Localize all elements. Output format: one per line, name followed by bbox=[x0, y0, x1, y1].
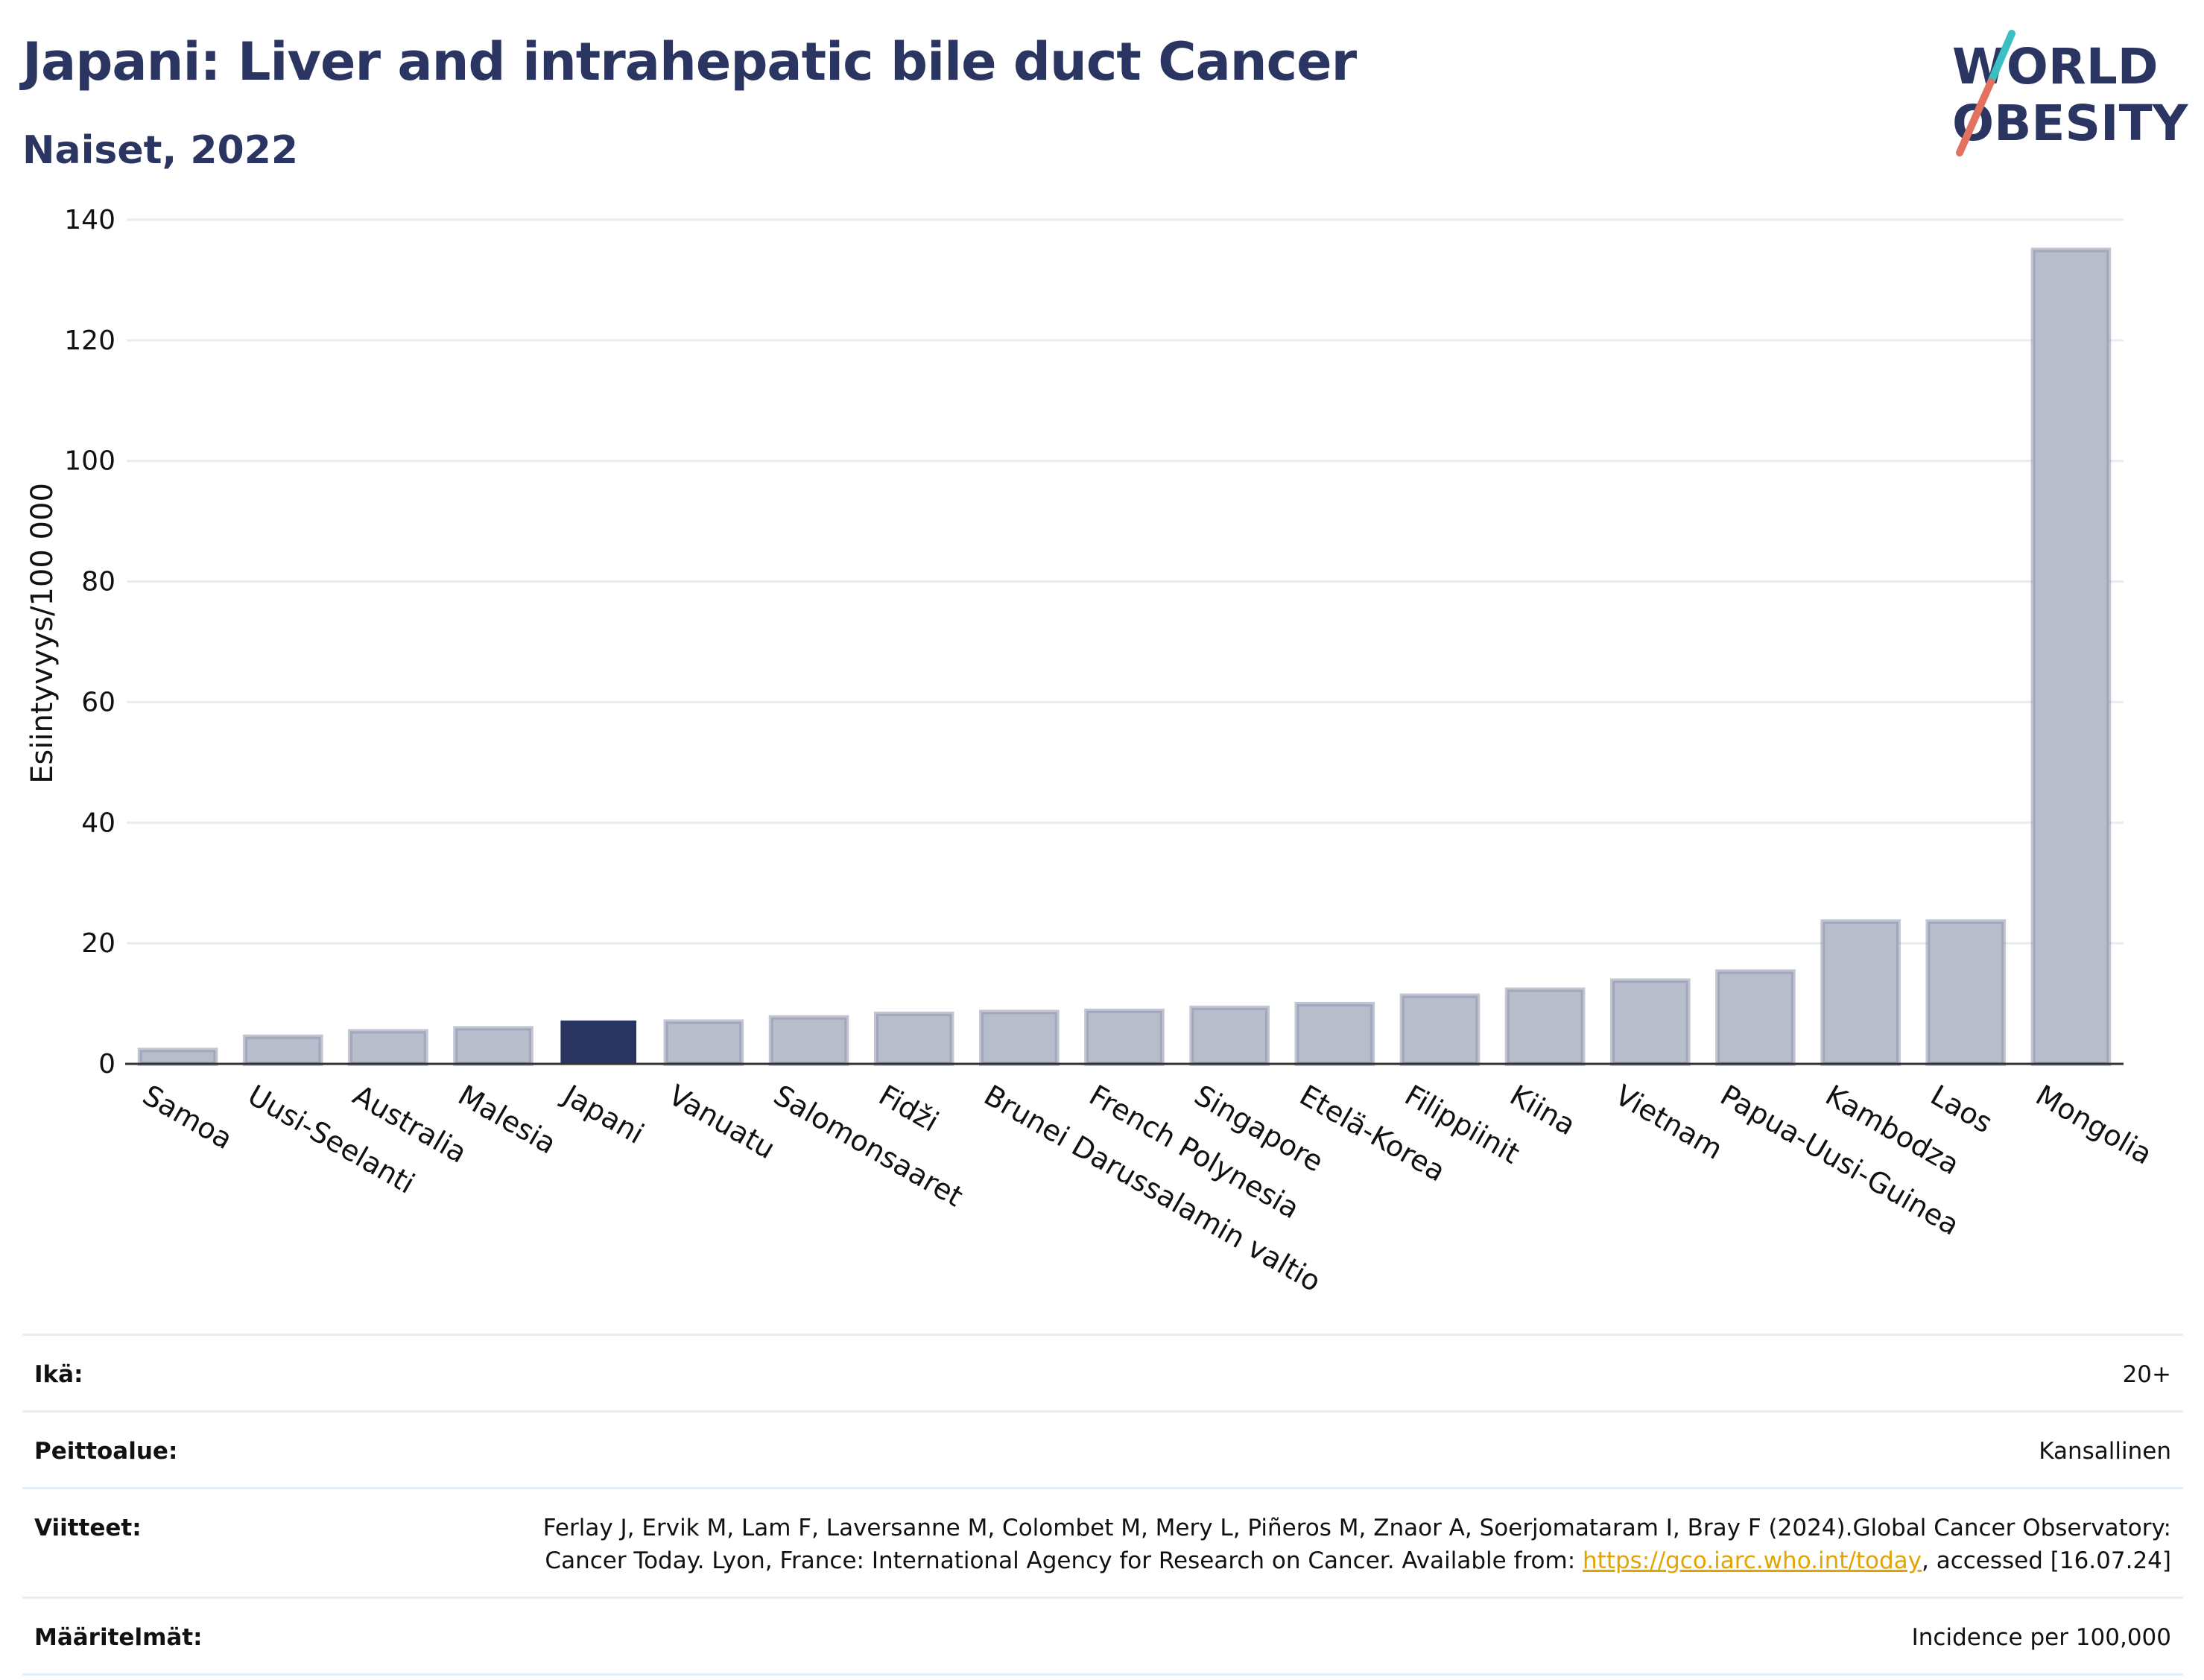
grid-lines bbox=[127, 218, 2124, 945]
x-tick-label: Vanuatu bbox=[663, 1079, 781, 1165]
y-tick-label: 140 bbox=[64, 205, 115, 235]
world-obesity-logo[interactable]: WORLD OBESITY bbox=[1937, 30, 2191, 156]
bar-etel-korea[interactable] bbox=[1294, 1001, 1375, 1067]
bar-brunei-darussalamin-valtio[interactable] bbox=[979, 1009, 1060, 1067]
bar-kambodza[interactable] bbox=[1820, 919, 1901, 1066]
x-tick-label: Kiina bbox=[1504, 1079, 1581, 1142]
definitions-label: Määritelmät: bbox=[34, 1624, 203, 1651]
chart-subtitle: Naiset, 2022 bbox=[22, 128, 299, 173]
bar-filippiinit[interactable] bbox=[1399, 993, 1481, 1066]
y-tick-label: 80 bbox=[81, 567, 115, 597]
bar-fid-i[interactable] bbox=[873, 1011, 954, 1067]
y-tick-label: 20 bbox=[81, 928, 115, 959]
y-tick-label: 40 bbox=[81, 808, 115, 838]
bar-vietnam[interactable] bbox=[1609, 978, 1691, 1067]
bar-singapore[interactable] bbox=[1189, 1005, 1270, 1067]
age-label: Ikä: bbox=[34, 1361, 83, 1388]
x-tick-label: Malesia bbox=[453, 1079, 562, 1161]
references-text2: , accessed [16.07.24] bbox=[1921, 1547, 2171, 1574]
bar-laos[interactable] bbox=[1925, 919, 2007, 1066]
x-tick-label: Samoa bbox=[137, 1079, 238, 1156]
x-tick-label: Vietnam bbox=[1609, 1079, 1728, 1166]
y-axis-ticks: 0 20 40 60 80 100 120 140 bbox=[64, 205, 115, 1080]
info-row-references: Viitteet: Ferlay J, Ervik M, Lam F, Lave… bbox=[22, 1487, 2183, 1597]
definitions-value: Incidence per 100,000 bbox=[1911, 1624, 2171, 1651]
bar-kiina[interactable] bbox=[1504, 987, 1586, 1067]
x-tick-label: Laos bbox=[1925, 1079, 1998, 1140]
x-tick-label: Salomonsaaret bbox=[768, 1079, 969, 1214]
bars bbox=[137, 247, 2112, 1067]
references-link[interactable]: https://gco.iarc.who.int/today bbox=[1583, 1547, 1922, 1574]
x-axis-labels: Samoa Uusi-SeelantiAustraliaMalesiaJapani… bbox=[137, 1078, 2158, 1299]
coverage-label: Peittoalue: bbox=[34, 1438, 178, 1465]
bar-mongolia[interactable] bbox=[2030, 247, 2112, 1067]
y-tick-label: 120 bbox=[64, 326, 115, 356]
info-row-coverage: Peittoalue: Kansallinen bbox=[22, 1410, 2183, 1487]
info-row-age: Ikä: 20+ bbox=[22, 1334, 2183, 1410]
x-tick-label: Mongolia bbox=[2030, 1079, 2158, 1171]
bar-french-polynesia[interactable] bbox=[1084, 1008, 1165, 1066]
chart-title: Japani: Liver and intrahepatic bile duct… bbox=[22, 31, 1357, 92]
references-value: Ferlay J, Ervik M, Lam F, Laversanne M, … bbox=[532, 1512, 2171, 1577]
info-table: Ikä: 20+ Peittoalue: Kansallinen Viittee… bbox=[22, 1334, 2183, 1676]
logo-line1: WORLD bbox=[1952, 38, 2159, 95]
bar-papua-uusi-guinea[interactable] bbox=[1715, 969, 1796, 1067]
references-text1: Ferlay J, Ervik M, Lam F, Laversanne M, … bbox=[542, 1515, 2171, 1574]
references-label: Viitteet: bbox=[34, 1515, 142, 1541]
y-axis-label: Esiintyvyys/100 000 bbox=[25, 483, 60, 784]
coverage-value: Kansallinen bbox=[2039, 1438, 2171, 1465]
bar-salomonsaaret[interactable] bbox=[768, 1015, 849, 1067]
bar-chart: 0 20 40 60 80 100 120 140 Esiintyvyys/100 000 S… bbox=[25, 205, 2158, 1299]
bar-vanuatu[interactable] bbox=[663, 1019, 744, 1066]
info-row-definitions: Määritelmät: Incidence per 100,000 bbox=[22, 1597, 2183, 1676]
age-value: 20+ bbox=[2122, 1361, 2171, 1388]
bar-japani[interactable] bbox=[560, 1020, 637, 1064]
y-tick-label: 100 bbox=[64, 446, 115, 477]
x-tick-label: Fidži bbox=[873, 1079, 944, 1138]
y-tick-label: 0 bbox=[98, 1049, 115, 1080]
bar-malesia[interactable] bbox=[453, 1026, 533, 1067]
x-tick-label: Japani bbox=[557, 1078, 650, 1150]
bar-samoa[interactable] bbox=[137, 1047, 218, 1067]
bar-uusi-seelanti[interactable] bbox=[242, 1034, 323, 1067]
logo-line2: OBESITY bbox=[1952, 95, 2189, 152]
bar-australia[interactable] bbox=[348, 1029, 428, 1067]
y-tick-label: 60 bbox=[81, 687, 115, 717]
